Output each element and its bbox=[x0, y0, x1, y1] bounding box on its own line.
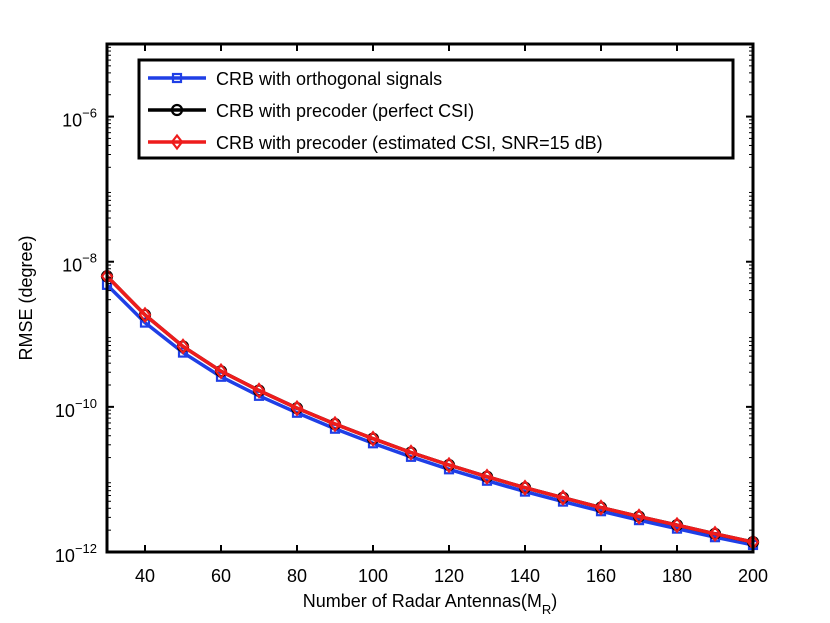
data-point-diamond bbox=[176, 338, 190, 355]
y-tick-label-base: 10 bbox=[62, 111, 82, 131]
y-tick-label: 10−6 bbox=[62, 106, 97, 131]
x-tick-label: 100 bbox=[358, 566, 388, 586]
data-point-square bbox=[139, 317, 151, 328]
y-tick-label: 10−12 bbox=[55, 541, 97, 566]
y-tick-label-exponent: −6 bbox=[82, 106, 97, 121]
legend-marker-circle bbox=[170, 103, 184, 117]
y-axis-label: RMSE (degree) bbox=[16, 235, 36, 360]
x-tick-label: 200 bbox=[738, 566, 768, 586]
x-tick-label: 160 bbox=[586, 566, 616, 586]
legend-marker-diamond bbox=[170, 133, 184, 151]
y-tick-label: 10−10 bbox=[55, 396, 97, 421]
data-point-diamond bbox=[252, 382, 266, 399]
x-tick-label: 120 bbox=[434, 566, 464, 586]
data-point-diamond bbox=[214, 362, 228, 380]
series-line-square bbox=[105, 283, 754, 547]
tick-layer: 40 60 80 100 120 140 160 180 20010−1210−1010−810… bbox=[55, 44, 768, 586]
data-point-diamond bbox=[138, 306, 152, 324]
data-point-diamond bbox=[480, 468, 494, 486]
x-tick-label: 60 bbox=[211, 566, 231, 586]
data-point-diamond bbox=[556, 489, 570, 507]
x-tick-label: 140 bbox=[510, 566, 540, 586]
data-point-diamond bbox=[366, 430, 380, 447]
data-point-diamond bbox=[708, 525, 722, 543]
y-tick-label-base: 10 bbox=[55, 401, 75, 421]
x-axis-label-main: Number of Radar Antennas(M bbox=[303, 591, 542, 611]
data-point-diamond bbox=[632, 508, 646, 525]
legend: CRB with orthogonal signals CRB with prec… bbox=[137, 58, 735, 160]
legend-label-circle: CRB with precoder (perfect CSI) bbox=[216, 101, 474, 121]
y-tick-label-exponent: −12 bbox=[75, 541, 97, 556]
x-tick-label: 180 bbox=[662, 566, 692, 586]
y-tick-label-exponent: −8 bbox=[82, 251, 97, 266]
legend-marker-square bbox=[171, 72, 183, 84]
x-axis-label: Number of Radar Antennas(MR) bbox=[303, 591, 558, 617]
data-point-diamond bbox=[404, 444, 418, 461]
data-point-diamond bbox=[518, 479, 532, 496]
data-point-square bbox=[177, 347, 189, 358]
y-tick-label-base: 10 bbox=[55, 546, 75, 566]
series-line-diamond bbox=[105, 275, 754, 544]
data-point-diamond bbox=[328, 415, 342, 433]
legend-box bbox=[137, 58, 735, 160]
y-tick-label-exponent: −10 bbox=[75, 396, 97, 411]
x-tick-label: 80 bbox=[287, 566, 307, 586]
data-point-diamond bbox=[670, 516, 684, 534]
x-axis-label-subscript: R bbox=[542, 602, 551, 617]
data-point-diamond bbox=[290, 399, 304, 417]
x-axis-label-close: ) bbox=[551, 591, 557, 611]
legend-label-diamond: CRB with precoder (estimated CSI, SNR=15… bbox=[216, 133, 603, 153]
y-tick-label: 10−8 bbox=[62, 251, 97, 276]
x-tick-label: 40 bbox=[135, 566, 155, 586]
data-point-diamond bbox=[594, 499, 608, 516]
data-point-diamond bbox=[442, 456, 456, 474]
axes-frame bbox=[105, 42, 755, 554]
y-tick-label-base: 10 bbox=[62, 256, 82, 276]
legend-label-square: CRB with orthogonal signals bbox=[216, 69, 442, 89]
